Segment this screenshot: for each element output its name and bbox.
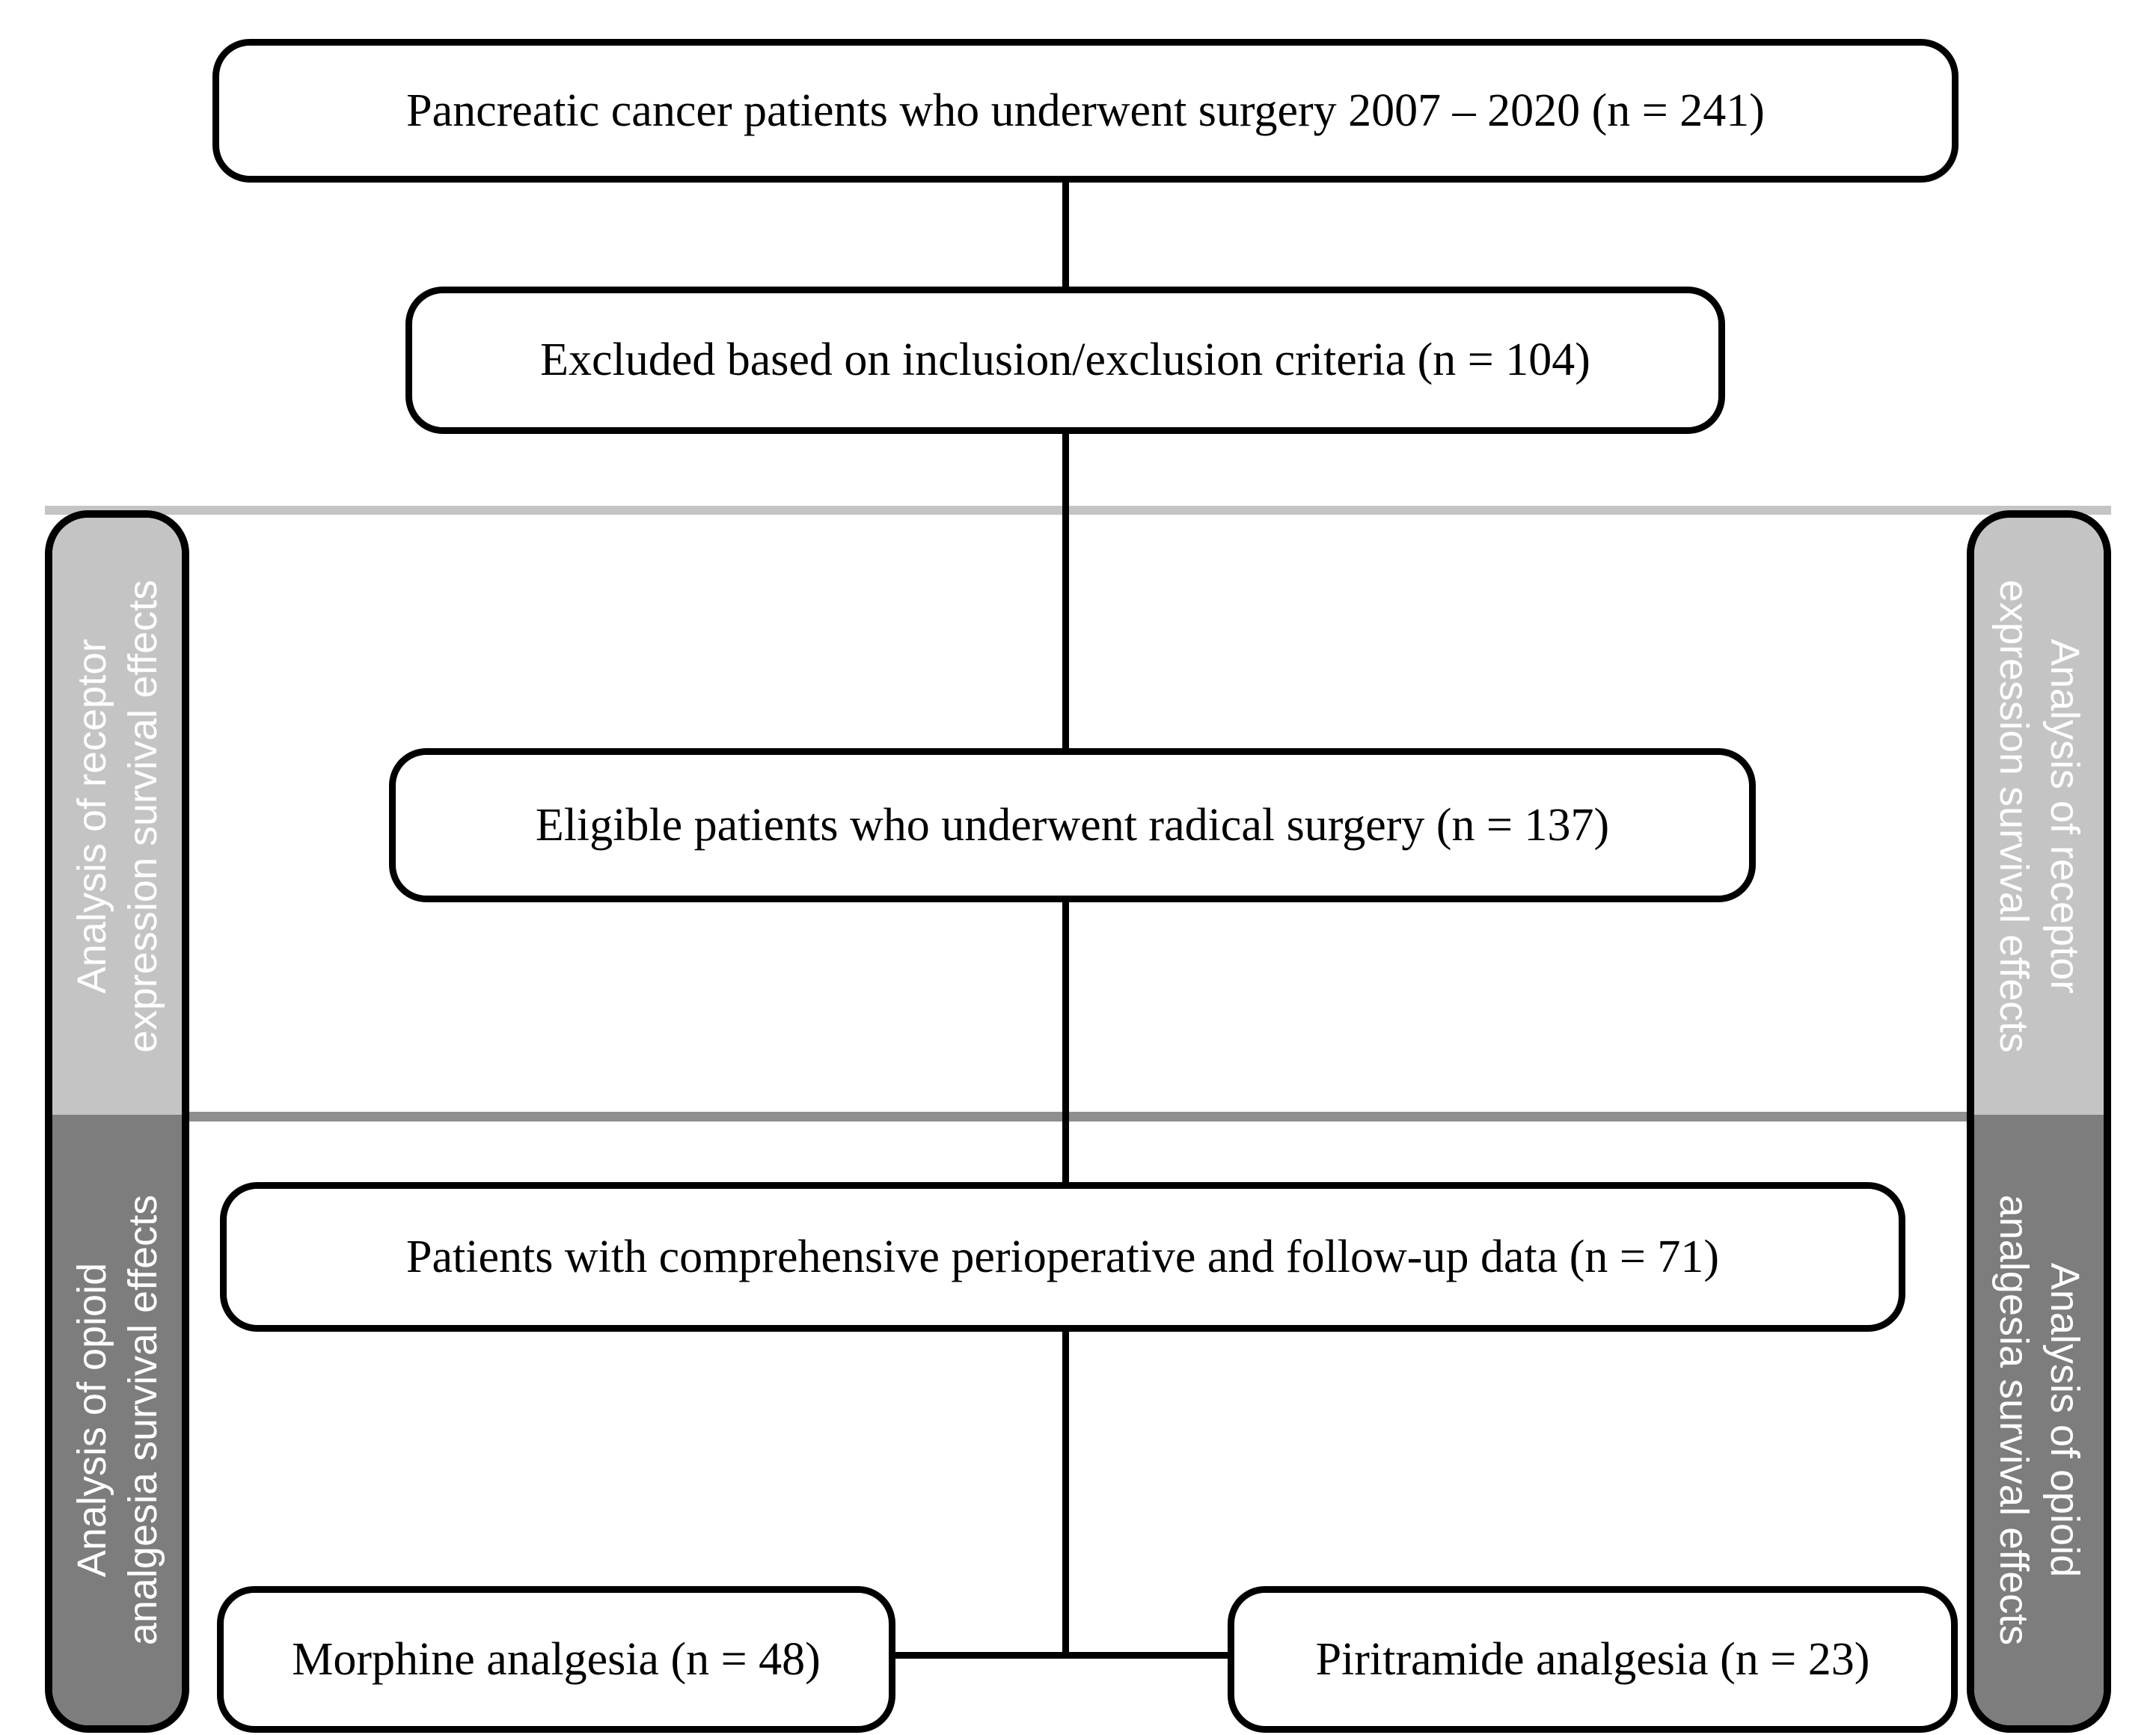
flow-node-label: Excluded based on inclusion/exclusion cr… [540,334,1590,385]
flow-node-surgery-cohort: Pancreatic cancer patients who underwent… [212,39,1959,183]
flow-node-label: Morphine analgesia (n = 48) [292,1633,821,1685]
sidebar-right: Analysis of receptor expression survival… [1967,510,2111,1733]
sidebar-left-receptor-section: Analysis of receptor expression survival… [52,518,182,1115]
receptor-label-line1: Analysis of receptor [2042,638,2087,994]
flow-node-label: Piritramide analgesia (n = 23) [1315,1633,1870,1685]
receptor-label-line1: Analysis of receptor [69,638,114,994]
opioid-section-label: Analysis of opioid analgesia survival ef… [1988,1195,2089,1645]
flow-node-morphine: Morphine analgesia (n = 48) [217,1586,895,1733]
flow-node-eligible: Eligible patients who underwent radical … [389,748,1756,902]
section-divider-line [45,1112,2111,1122]
flow-node-label: Pancreatic cancer patients who underwent… [406,85,1765,136]
receptor-section-label: Analysis of receptor expression survival… [66,580,168,1053]
flow-node-comprehensive-data: Patients with comprehensive perioperativ… [220,1182,1905,1332]
receptor-label-line2: expression survival effects [120,579,165,1053]
sidebar-right-opioid-section: Analysis of opioid analgesia survival ef… [1974,1115,2104,1725]
receptor-section-label: Analysis of receptor expression survival… [1988,580,2089,1053]
connector-horizontal-line [892,1652,1231,1659]
flow-node-piritramide: Piritramide analgesia (n = 23) [1228,1586,1958,1733]
flow-node-label: Eligible patients who underwent radical … [535,799,1610,851]
opioid-label-line2: analgesia survival effects [1991,1194,2036,1646]
sidebar-left-opioid-section: Analysis of opioid analgesia survival ef… [52,1115,182,1725]
opioid-label-line2: analgesia survival effects [120,1194,165,1646]
connector-vertical-line [1062,147,1069,1659]
opioid-label-line1: Analysis of opioid [2042,1262,2087,1578]
receptor-label-line2: expression survival effects [1991,579,2036,1053]
sidebar-right-receptor-section: Analysis of receptor expression survival… [1974,518,2104,1115]
opioid-label-line1: Analysis of opioid [69,1262,114,1578]
opioid-section-label: Analysis of opioid analgesia survival ef… [66,1195,168,1645]
flow-node-label: Patients with comprehensive perioperativ… [406,1231,1719,1282]
sidebar-left: Analysis of receptor expression survival… [45,510,189,1733]
flow-node-excluded: Excluded based on inclusion/exclusion cr… [405,287,1725,434]
receptor-section-boundary-line [45,506,2111,515]
